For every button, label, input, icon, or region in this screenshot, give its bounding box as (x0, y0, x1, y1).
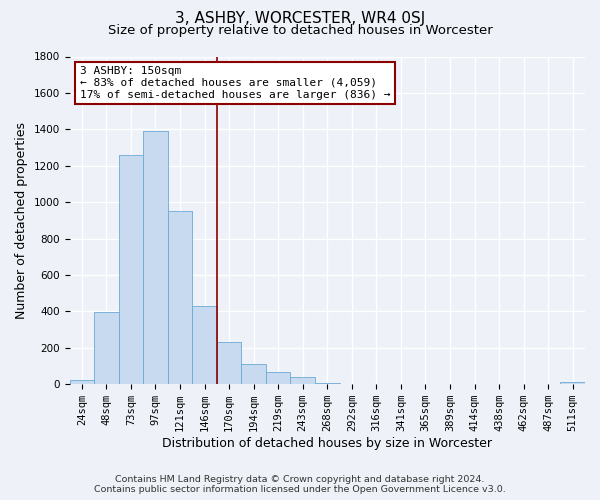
Bar (241, 364, 266, 384)
Text: 3, ASHBY, WORCESTER, WR4 0SJ: 3, ASHBY, WORCESTER, WR4 0SJ (175, 11, 425, 26)
Bar (290, 377, 315, 384)
Y-axis label: Number of detached properties: Number of detached properties (15, 122, 28, 319)
Bar (119, 155, 143, 384)
X-axis label: Distribution of detached houses by size in Worcester: Distribution of detached houses by size … (162, 437, 492, 450)
Text: 3 ASHBY: 150sqm
← 83% of detached houses are smaller (4,059)
17% of semi-detache: 3 ASHBY: 150sqm ← 83% of detached houses… (80, 66, 391, 100)
Bar (143, 131, 168, 384)
Bar (217, 342, 241, 384)
Bar (560, 382, 585, 384)
Bar (94, 312, 119, 384)
Bar (70, 380, 94, 384)
Bar (266, 372, 290, 384)
Bar (192, 306, 217, 384)
Text: Contains HM Land Registry data © Crown copyright and database right 2024.
Contai: Contains HM Land Registry data © Crown c… (94, 474, 506, 494)
Bar (168, 212, 192, 384)
Text: Size of property relative to detached houses in Worcester: Size of property relative to detached ho… (107, 24, 493, 37)
